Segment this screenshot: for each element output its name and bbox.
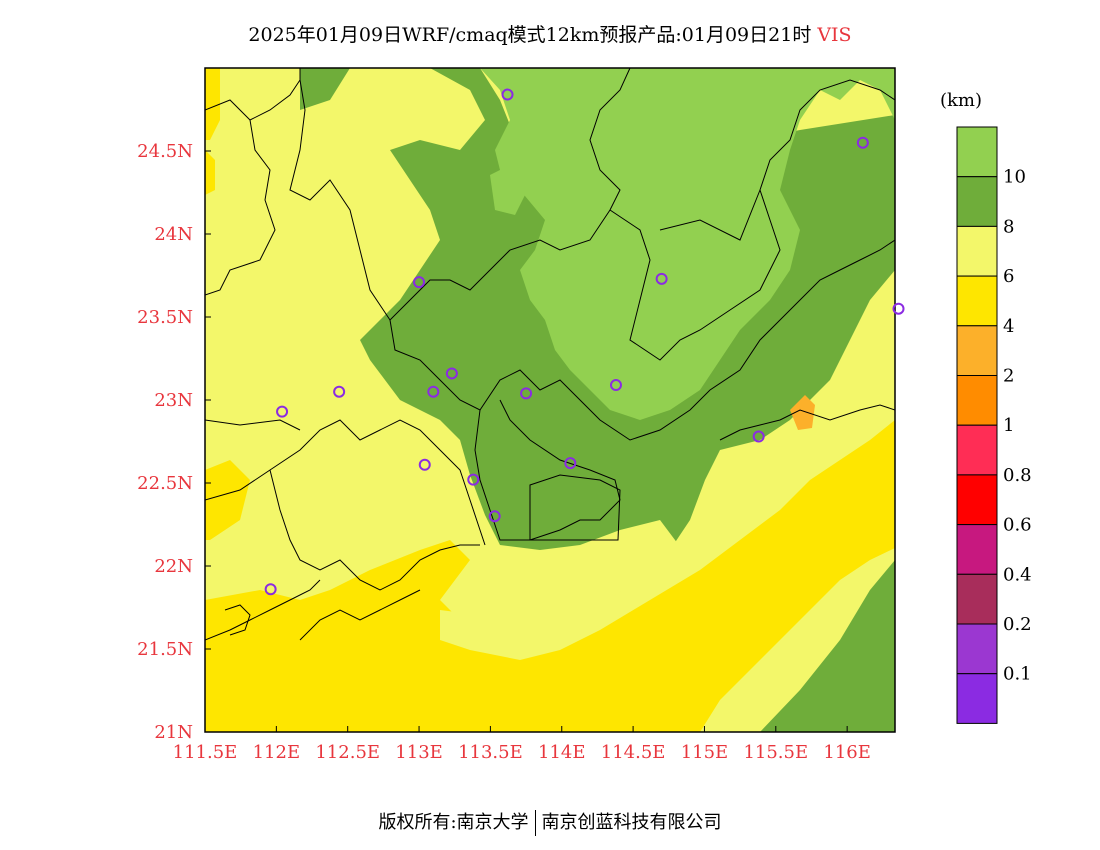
- contour-fill: [205, 68, 895, 732]
- x-tick-label: 112.5E: [315, 742, 380, 763]
- legend-label: 0.1: [1003, 664, 1032, 685]
- legend-label: 1: [1003, 415, 1014, 436]
- station-marker: [501, 88, 514, 101]
- footer-right: 南京创蓝科技有限公司: [541, 812, 722, 833]
- legend-label: 0.8: [1003, 465, 1032, 486]
- station-marker: [467, 473, 480, 486]
- legend-label: 0.2: [1003, 614, 1032, 635]
- legend-unit: (km): [940, 90, 983, 111]
- station-marker: [655, 272, 668, 285]
- legend-label: 2: [1003, 366, 1014, 387]
- station-marker: [856, 136, 869, 149]
- y-tick-label: 24.5N: [137, 141, 193, 162]
- legend-swatch: [956, 225, 998, 277]
- legend-label: 6: [1003, 266, 1014, 287]
- x-axis: 111.5E 112E 112.5E 113E 113.5E 114E 114.5E 115E…: [173, 726, 871, 763]
- legend-swatch: [956, 325, 998, 376]
- title-main: 2025年01月09日WRF/cmaq模式12km预报产品:01月09日21时: [248, 24, 812, 46]
- station-marker: [892, 302, 905, 315]
- station-marker: [333, 385, 346, 398]
- legend-swatch: [956, 623, 998, 675]
- station-marker: [520, 387, 533, 400]
- x-tick-label: 113E: [395, 742, 443, 763]
- title-variable: VIS: [817, 24, 852, 46]
- station-marker: [445, 367, 458, 380]
- station-marker: [752, 430, 765, 443]
- footer-separator: [534, 810, 536, 836]
- stations-layer: [264, 88, 905, 596]
- legend-swatch: [956, 126, 998, 178]
- station-marker: [264, 583, 277, 596]
- x-tick-label: 112E: [253, 742, 301, 763]
- station-marker: [418, 458, 431, 471]
- legend-swatch: [956, 424, 998, 476]
- legend-swatch: [956, 176, 998, 227]
- x-tick-label: 113.5E: [458, 742, 523, 763]
- legend-swatch: [956, 524, 998, 575]
- x-tick-label: 115E: [681, 742, 729, 763]
- y-tick-label: 21N: [154, 722, 193, 743]
- legend-swatch: [956, 673, 998, 724]
- y-tick-label: 22.5N: [137, 473, 193, 494]
- x-tick-label: 114E: [538, 742, 586, 763]
- y-tick-label: 23.5N: [137, 307, 193, 328]
- station-marker: [609, 379, 622, 392]
- legend-label: 0.6: [1003, 515, 1032, 536]
- legend-swatch: [956, 375, 998, 426]
- boundary-lines: [205, 68, 895, 641]
- x-tick-label: 116E: [823, 742, 871, 763]
- y-tick-label: 22N: [154, 556, 193, 577]
- x-tick-label: 114.5E: [601, 742, 666, 763]
- footer-left: 版权所有:南京大学: [378, 812, 529, 833]
- legend-label: 0.4: [1003, 564, 1032, 585]
- y-tick-label: 21.5N: [137, 639, 193, 660]
- color-legend: 10 8 6 4 2 1 0.8 0.6 0.4 0.2 0.1: [956, 126, 1032, 724]
- station-marker: [427, 385, 440, 398]
- x-tick-label: 111.5E: [173, 742, 238, 763]
- y-tick-label: 24N: [154, 224, 193, 245]
- station-marker: [564, 457, 577, 470]
- y-tick-label: 23N: [154, 390, 193, 411]
- map-title: 2025年01月09日WRF/cmaq模式12km预报产品:01月09日21时 V…: [0, 20, 1100, 47]
- station-marker: [276, 405, 289, 418]
- x-tick-label: 115.5E: [743, 742, 808, 763]
- legend-label: 4: [1003, 316, 1014, 337]
- legend-label: 8: [1003, 216, 1014, 237]
- station-marker: [413, 276, 426, 289]
- legend-swatch: [956, 275, 998, 327]
- legend-swatch: [956, 573, 998, 625]
- y-axis: 24.5N 24N 23.5N 23N 22.5N 22N 21.5N 21N: [137, 141, 211, 743]
- legend-label: 10: [1003, 167, 1026, 188]
- legend-swatch: [956, 474, 998, 526]
- station-marker: [488, 510, 501, 523]
- footer: 版权所有:南京大学 南京创蓝科技有限公司: [0, 808, 1100, 836]
